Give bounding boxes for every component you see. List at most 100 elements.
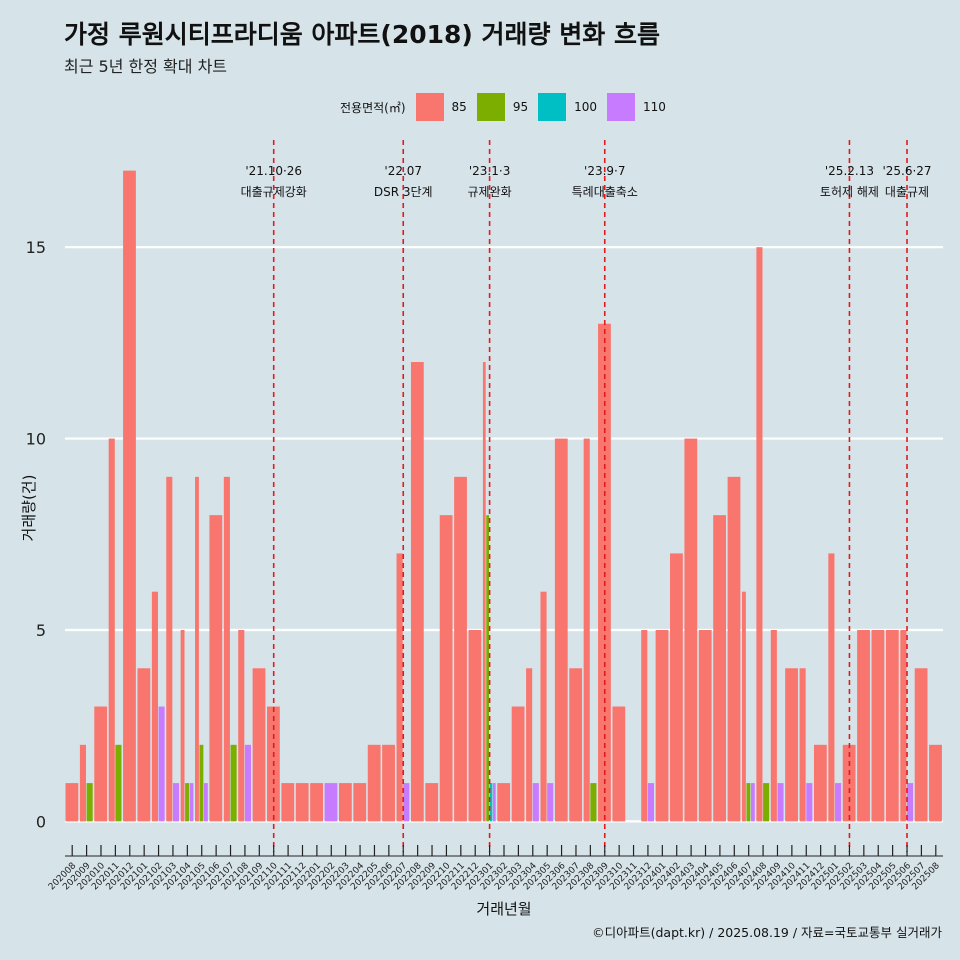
legend-swatch-110	[607, 93, 635, 121]
legend-label-110: 110	[643, 100, 666, 114]
bar-202203-85	[338, 783, 352, 822]
bar-202105-110	[203, 783, 208, 822]
y-tick-label-5: 5	[36, 621, 46, 640]
legend-swatch-95	[476, 93, 505, 121]
chart-subtitle: 최근 5년 한정 확대 차트	[64, 57, 228, 76]
y-axis-title: 거래량(건)	[20, 475, 38, 542]
bar-202308-95	[590, 783, 597, 822]
bar-202407-110	[750, 783, 755, 822]
bar-202205-85	[367, 744, 381, 822]
bar-202304-110	[532, 783, 539, 822]
bar-202108-110	[244, 744, 252, 822]
bar-202304-85	[526, 668, 533, 822]
bar-202407-85	[741, 591, 746, 822]
bar-202012-85	[123, 170, 136, 822]
chart-title: 가정 루원시티프라디움 아파트(2018) 거래량 변화 흐름	[64, 20, 660, 49]
source-caption: ©디아파트(dapt.kr) / 2025.08.19 / 자료=국토교통부 실…	[592, 925, 942, 940]
bar-202103-85	[166, 476, 173, 822]
bar-202406-85	[727, 476, 741, 822]
bar-202412-85	[813, 744, 827, 822]
event-date-1: '22.07	[384, 164, 422, 178]
bar-202105-95	[199, 744, 204, 822]
event-date-4: '25.2.13	[825, 164, 874, 178]
event-layer: '21.10·26 대출규제강화 '22.07 DSR 3단계 '23.1·3 규제완화 '…	[241, 140, 932, 852]
bar-202211-85	[454, 476, 467, 822]
bar-202105-85	[195, 476, 199, 822]
legend-title: 전용면적(㎡)	[340, 100, 406, 115]
bar-202107-95	[230, 744, 237, 822]
bar-202111-85	[281, 783, 295, 822]
bar-202102-110	[158, 706, 165, 822]
bar-202212-85	[468, 629, 482, 822]
legend-swatch-85	[415, 93, 444, 121]
bar-202405-85	[713, 515, 726, 822]
bar-202505-85	[885, 629, 899, 822]
bar-202207-110	[403, 783, 410, 822]
bar-202403-85	[684, 438, 698, 822]
bar-202410-85	[785, 668, 798, 822]
bar-202109-85	[252, 668, 266, 822]
bar-202501-85	[828, 553, 835, 822]
bar-202301-110	[492, 783, 496, 822]
bar-202104-95	[185, 783, 189, 822]
bar-202411-110	[806, 783, 813, 822]
event-date-3: '23.9·7	[584, 164, 625, 178]
event-date-5: '25.6·27	[882, 164, 931, 178]
legend-label-95: 95	[512, 100, 529, 114]
bar-202107-85	[223, 476, 230, 822]
bar-202409-110	[777, 783, 784, 822]
event-label-3: 특례대출축소	[572, 185, 638, 199]
bar-202312-110	[647, 783, 655, 822]
bar-202209-85	[425, 783, 439, 822]
bar-202310-85	[612, 706, 626, 822]
bar-202305-85	[540, 591, 547, 822]
bar-202504-85	[871, 629, 885, 822]
legend-label-100: 100	[574, 100, 597, 114]
legend-label-85: 85	[451, 100, 467, 114]
event-date-2: '23.1·3	[469, 164, 510, 178]
event-label-4: 토허제 해제	[820, 185, 879, 199]
bar-202102-85	[151, 591, 158, 822]
event-label-0: 대출규제강화	[241, 185, 307, 199]
bar-202011-95	[115, 744, 122, 822]
bar-202011-85	[108, 438, 115, 822]
bar-202201-85	[310, 783, 323, 822]
bar-layer	[65, 170, 942, 822]
bar-202303-85	[511, 706, 525, 822]
legend: 전용면적(㎡) 85 95 100 110	[340, 92, 676, 122]
bar-202306-85	[554, 438, 568, 822]
bar-202202-110	[324, 783, 338, 822]
legend-swatch-100	[538, 93, 567, 121]
bar-202103-110	[172, 783, 180, 822]
bar-202302-85	[497, 783, 511, 822]
bar-202207-85	[396, 553, 403, 822]
bar-202507-85	[914, 668, 928, 822]
bar-202206-85	[382, 744, 395, 822]
bar-202308-85	[583, 438, 590, 822]
bar-202404-85	[698, 629, 712, 822]
bar-202401-85	[655, 629, 669, 822]
bar-202208-85	[410, 362, 424, 822]
event-date-0: '21.10·26	[245, 164, 302, 178]
bar-202101-85	[137, 668, 151, 822]
bar-202506-85	[900, 629, 907, 822]
x-axis-title: 거래년월	[476, 900, 531, 918]
bar-202104-110	[189, 783, 194, 822]
y-tick-label-0: 0	[36, 812, 46, 831]
bar-202301-95	[486, 515, 490, 822]
bar-202409-85	[770, 629, 777, 822]
bar-202508-85	[929, 744, 942, 822]
y-tick-label-10: 10	[26, 430, 46, 449]
legend-item-110: 110	[607, 93, 666, 121]
bar-202009-95	[86, 783, 93, 822]
event-label-2: 규제완화	[468, 185, 512, 199]
bar-202501-110	[835, 783, 842, 822]
bar-202106-85	[209, 515, 223, 822]
bar-202408-95	[763, 783, 770, 822]
bar-202204-85	[353, 783, 367, 822]
legend-item-85: 85	[415, 93, 467, 121]
bar-202301-85	[482, 362, 486, 822]
bar-202104-85	[180, 629, 185, 822]
bar-202506-110	[907, 783, 914, 822]
